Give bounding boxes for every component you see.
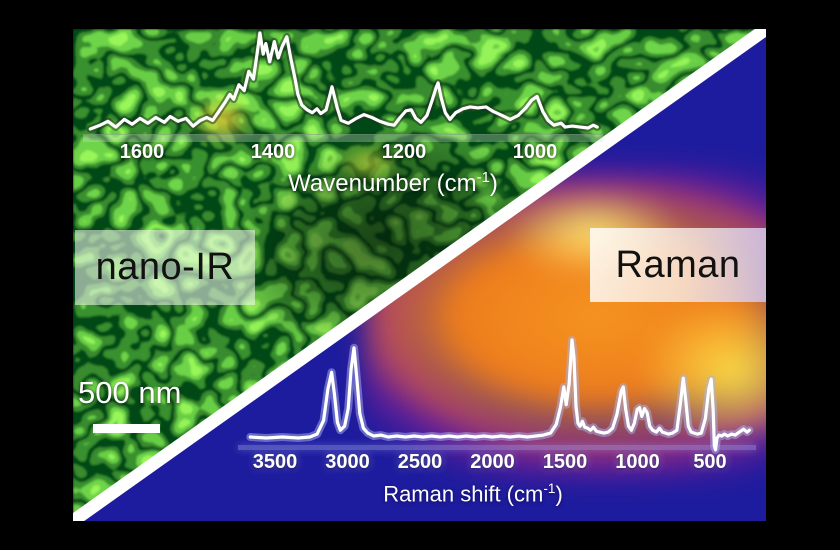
ir-axis-line (83, 134, 603, 142)
nano-ir-label-text: nano-IR (95, 246, 235, 288)
raman-label: Raman (590, 228, 766, 302)
raman-axis-title-close: ) (555, 481, 563, 507)
raman-axis-title: Raman shift (cm-1) (323, 481, 623, 507)
nano-ir-label: nano-IR (75, 230, 255, 305)
scale-bar-label: 500 nm (78, 375, 182, 410)
raman-label-text: Raman (615, 243, 741, 286)
tick-label: 2500 (397, 451, 443, 473)
scale-bar-line (93, 424, 160, 433)
tick-label: 1200 (381, 141, 427, 163)
tick-label: 1600 (119, 141, 165, 163)
tick-label: 3500 (252, 451, 298, 473)
tick-label: 1500 (542, 451, 588, 473)
ir-axis-title: Wavenumber (cm-1) (243, 170, 543, 198)
tick-label: 3000 (325, 451, 370, 473)
raman-axis-line (238, 445, 756, 450)
tick-label: 1000 (615, 451, 660, 473)
figure-content: 1600 1400 1200 1000 Wavenumber (cm-1) 3500 3… (73, 29, 766, 521)
ir-tick-row: 1600 1400 1200 1000 (73, 141, 766, 165)
tick-label: 2000 (470, 451, 515, 473)
tick-label: 500 (693, 451, 727, 473)
ir-axis-title-text: Wavenumber (cm (288, 170, 477, 197)
raman-axis-title-sup: -1 (543, 481, 556, 496)
raman-tick-row: 3500 3000 2500 2000 1500 1000 500 (73, 451, 766, 475)
ir-axis-title-sup: -1 (476, 170, 490, 186)
raman-axis-title-text: Raman shift (cm (383, 481, 544, 507)
tick-label: 1000 (512, 141, 558, 163)
tick-label: 1400 (250, 141, 296, 163)
ir-axis-title-close: ) (489, 170, 498, 197)
